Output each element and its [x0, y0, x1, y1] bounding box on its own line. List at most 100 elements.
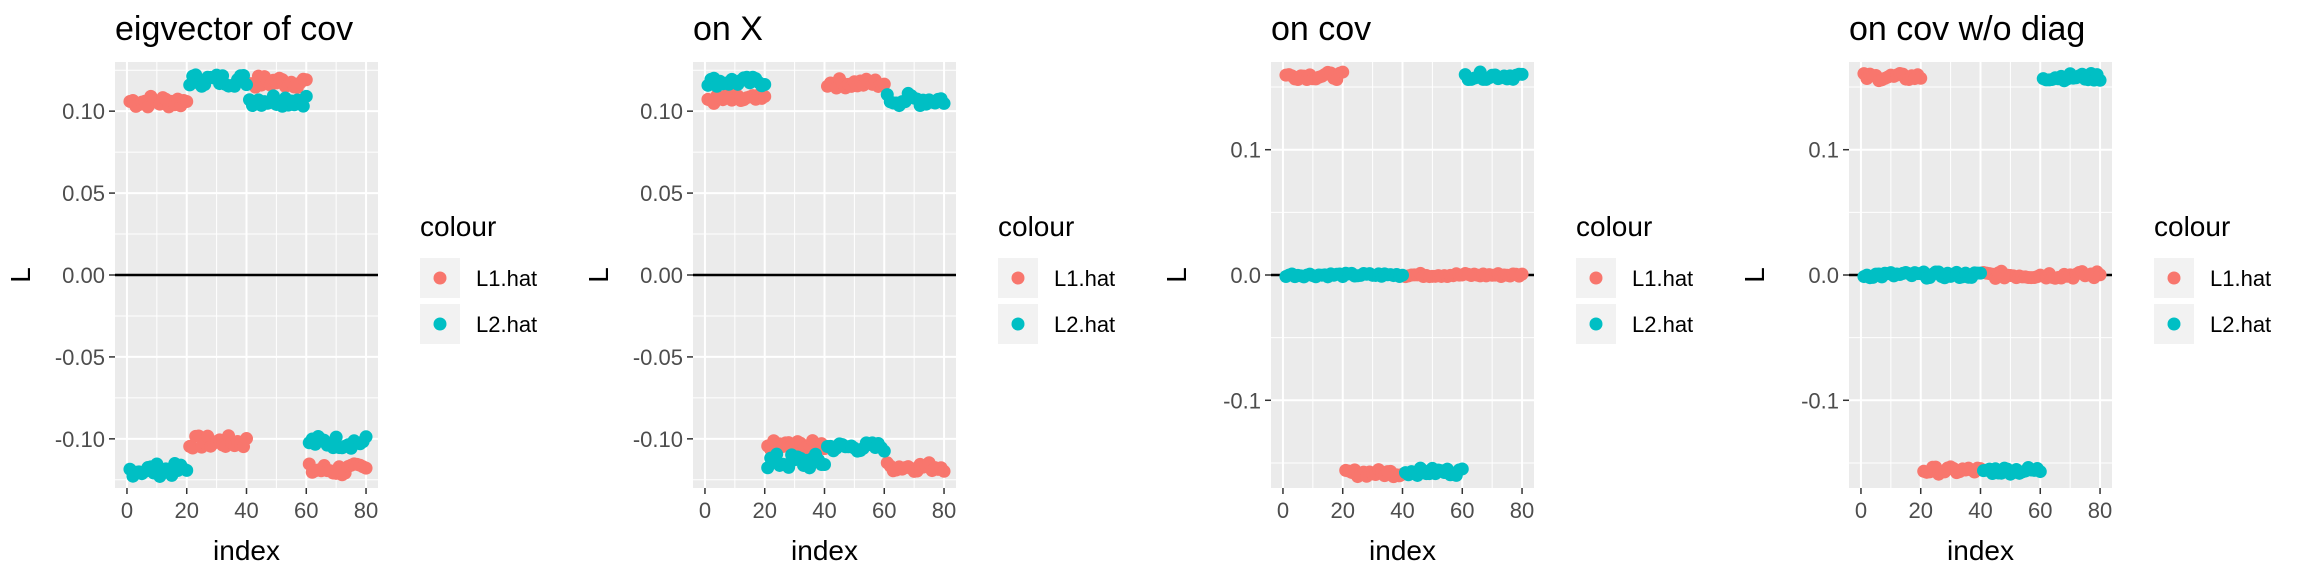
x-tick-label: 40	[1390, 498, 1414, 523]
data-point	[240, 78, 253, 92]
legend-label: L1.hat	[1054, 266, 1115, 291]
data-point	[2093, 268, 2107, 282]
series-L1.hat	[1279, 65, 1529, 484]
data-point	[877, 444, 891, 458]
y-tick-label: 0.10	[640, 99, 683, 124]
y-tick-label: 0.0	[1230, 263, 1261, 288]
x-axis-label: index	[1947, 535, 2014, 566]
data-point	[180, 94, 194, 108]
legend-swatch	[1589, 317, 1603, 331]
data-point	[1515, 267, 1529, 281]
legend-label: L1.hat	[1632, 266, 1693, 291]
legend-swatch	[1011, 317, 1025, 331]
data-point	[359, 461, 373, 475]
data-point	[299, 89, 313, 103]
data-point	[299, 73, 313, 87]
x-tick-label: 40	[234, 498, 258, 523]
x-tick-label: 60	[872, 498, 896, 523]
legend-swatch	[1011, 271, 1025, 285]
x-axis-label: index	[1369, 535, 1436, 566]
x-tick-label: 80	[1510, 498, 1534, 523]
y-tick-label: -0.10	[55, 427, 105, 452]
y-tick-label: -0.1	[1801, 388, 1839, 413]
y-tick-label: 0.1	[1808, 138, 1839, 163]
panel-title: eigvector of cov	[115, 10, 353, 48]
legend-swatch	[433, 271, 447, 285]
data-point	[937, 96, 951, 110]
legend-title: colour	[998, 211, 1074, 242]
x-axis-label: index	[213, 535, 280, 566]
panel-1: eigvector of cov 0.10 0.05 0.00 -0.05 -0.10 0 2…	[5, 10, 537, 566]
y-tick-label: -0.05	[633, 345, 683, 370]
y-axis-label: L	[5, 267, 36, 283]
x-tick-label: 20	[752, 498, 776, 523]
legend-swatch	[433, 317, 447, 331]
y-tick-label: 0.00	[62, 263, 105, 288]
x-tick-label: 0	[1277, 498, 1289, 523]
series-L2.hat	[1279, 65, 1529, 482]
data-point	[2033, 465, 2047, 479]
y-axis-label: L	[583, 267, 614, 283]
data-point	[1396, 268, 1409, 282]
series-L2.hat	[1857, 66, 2107, 481]
legend-label: L1.hat	[476, 266, 537, 291]
legend-label: L2.hat	[2210, 312, 2271, 337]
data-point	[770, 447, 784, 461]
data-point	[1914, 71, 1928, 85]
data-point	[818, 457, 831, 471]
x-tick-label: 40	[812, 498, 836, 523]
y-tick-label: 0.00	[640, 263, 683, 288]
y-axis-label: L	[1161, 267, 1192, 283]
data-point	[329, 430, 343, 444]
x-tick-label: 0	[1855, 498, 1867, 523]
data-point	[240, 432, 253, 446]
y-tick-label: -0.1	[1223, 388, 1261, 413]
panel-2: on X 0.10 0.05 0.00 -0.05 -0.10 0 20 40 60 80 index…	[583, 10, 1115, 566]
x-tick-label: 20	[1908, 498, 1932, 523]
y-axis-label: L	[1739, 267, 1770, 283]
data-point	[1455, 462, 1469, 476]
y-tick-label: -0.05	[55, 345, 105, 370]
x-tick-label: 60	[2028, 498, 2052, 523]
data-point	[1974, 266, 1987, 280]
x-tick-label: 0	[699, 498, 711, 523]
series-L2.hat	[701, 70, 951, 475]
x-tick-label: 80	[354, 498, 378, 523]
data-point	[1336, 65, 1350, 79]
x-tick-label: 20	[1330, 498, 1354, 523]
legend-label: L2.hat	[1054, 312, 1115, 337]
x-tick-label: 80	[932, 498, 956, 523]
legend-label: L2.hat	[476, 312, 537, 337]
legend-swatch	[1589, 271, 1603, 285]
data-point	[296, 99, 310, 113]
series-L2.hat	[123, 68, 373, 483]
legend-title: colour	[1576, 211, 1652, 242]
data-point	[758, 89, 772, 103]
series-L1.hat	[123, 69, 373, 482]
legend-label: L2.hat	[1632, 312, 1693, 337]
panel-title: on cov w/o diag	[1849, 10, 2085, 48]
y-tick-label: 0.0	[1808, 263, 1839, 288]
data-point	[180, 463, 194, 477]
y-tick-label: -0.10	[633, 427, 683, 452]
x-tick-label: 0	[121, 498, 133, 523]
y-tick-label: 0.10	[62, 99, 105, 124]
x-tick-label: 60	[1450, 498, 1474, 523]
data-point	[758, 78, 772, 92]
x-tick-label: 20	[174, 498, 198, 523]
panel-title: on cov	[1271, 10, 1371, 48]
legend-title: colour	[2154, 211, 2230, 242]
legend-label: L1.hat	[2210, 266, 2271, 291]
x-tick-label: 60	[294, 498, 318, 523]
x-axis-label: index	[791, 535, 858, 566]
y-tick-label: 0.05	[62, 181, 105, 206]
y-tick-label: 0.05	[640, 181, 683, 206]
data-point	[359, 430, 373, 444]
y-tick-label: 0.1	[1230, 138, 1261, 163]
data-point	[877, 77, 891, 91]
series-L1.hat	[1857, 67, 2107, 481]
data-point	[1515, 67, 1529, 81]
